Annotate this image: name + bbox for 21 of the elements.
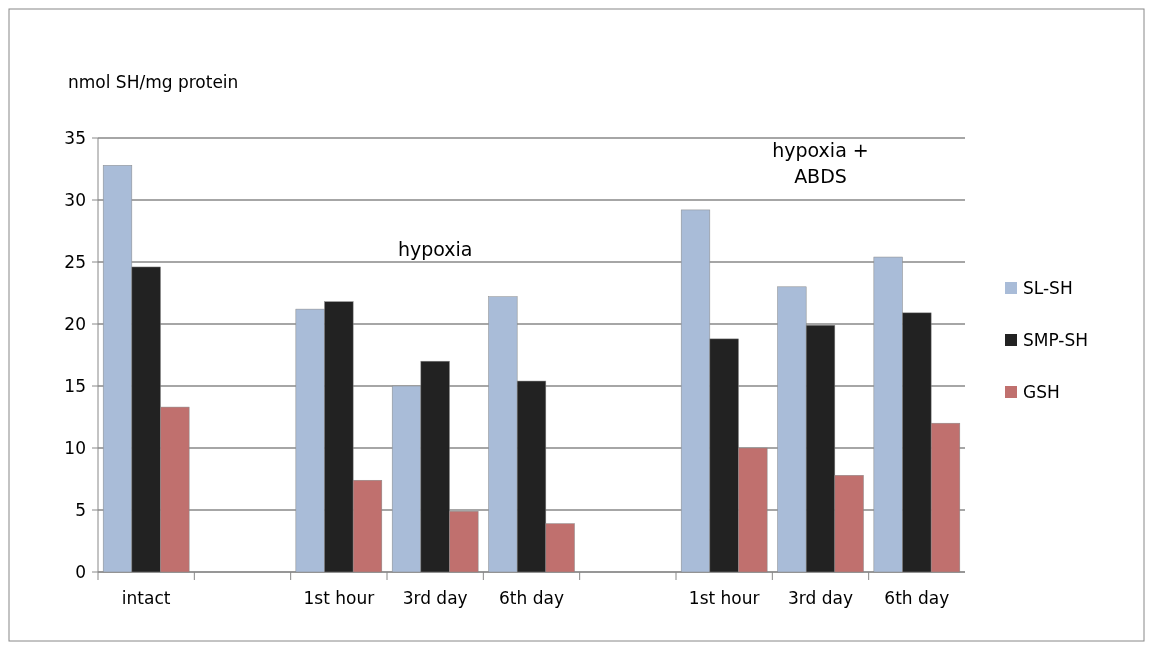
y-tick-label: 15: [64, 375, 86, 396]
y-tick-label: 5: [75, 499, 86, 520]
x-tick-label: 1st hour: [688, 588, 760, 608]
x-tick-label: 6th day: [499, 588, 564, 608]
y-axis-title: nmol SH/mg protein: [68, 72, 239, 92]
legend-label: SL-SH: [1023, 277, 1073, 298]
y-tick-label: 30: [64, 189, 86, 210]
x-tick-label: 3rd day: [788, 588, 853, 608]
y-tick-label: 25: [64, 251, 86, 272]
y-tick-label: 0: [75, 561, 86, 582]
x-tick-label: intact: [121, 588, 171, 608]
annotation: hypoxia: [397, 237, 473, 260]
x-tick-label: 3rd day: [402, 588, 468, 608]
y-tick-label: 20: [64, 313, 86, 334]
y-tick-label: 10: [64, 437, 86, 458]
legend-label: SMP-SH: [1023, 329, 1089, 350]
y-tick-label: 35: [64, 127, 86, 148]
annotation: hypoxia + ABDS: [772, 138, 869, 188]
x-tick-label: 6th day: [884, 588, 950, 608]
legend-label: GSH: [1023, 381, 1060, 402]
x-tick-label: 1st hour: [303, 588, 375, 608]
